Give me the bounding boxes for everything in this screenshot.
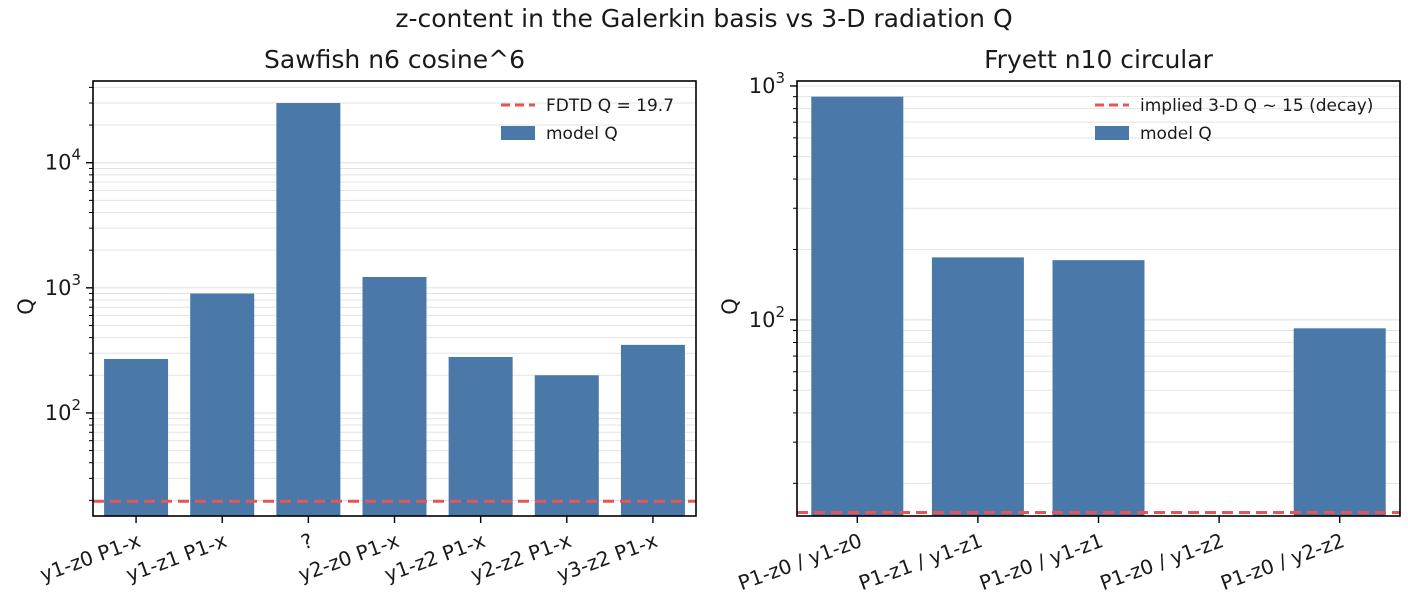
legend-bar-key: [1095, 126, 1129, 140]
bar-1: [190, 293, 255, 516]
y-tick-label: 104: [45, 146, 81, 175]
legend: FDTD Q = 19.7 model Q: [501, 96, 674, 144]
x-tick-label: ?: [298, 528, 316, 554]
bar-2: [276, 103, 341, 516]
x-tick-label: y1-z1 P1-x: [123, 528, 230, 587]
bar-1: [931, 257, 1024, 516]
y-axis-label: Q: [14, 298, 38, 315]
chart-title: Fryett n10 circular: [984, 45, 1213, 74]
y-tick-label: 103: [45, 271, 81, 300]
bar-4: [448, 356, 513, 516]
legend-series-label: model Q: [546, 124, 618, 144]
x-tick-label: y3-z2 P1-x: [554, 528, 661, 587]
legend-reference-label: FDTD Q = 19.7: [546, 96, 674, 116]
chart-title: Sawfish n6 cosine^6: [264, 45, 525, 74]
y-axis-label: Q: [718, 298, 742, 315]
bar-0: [811, 96, 904, 516]
x-tick-label: P1-z0 / y1-z1: [976, 528, 1106, 595]
bar-2: [1052, 260, 1145, 516]
bars: [811, 96, 1386, 516]
legend-series-label: model Q: [1140, 124, 1212, 144]
x-tick-label: P1-z0 / y2-z2: [1217, 528, 1347, 595]
bar-0: [104, 358, 169, 516]
bars: [104, 103, 685, 516]
bar-5: [534, 375, 599, 516]
x-tick-label: P1-z0 / y1-z0: [735, 528, 865, 595]
y-tick-label: 103: [749, 69, 785, 98]
x-tick-label: P1-z0 / y1-z2: [1097, 528, 1227, 595]
bar-4: [1293, 328, 1386, 516]
legend-bar-key: [501, 126, 535, 140]
bar-6: [620, 344, 685, 516]
legend: implied 3-D Q ~ 15 (decay) model Q: [1095, 96, 1373, 144]
y-tick-label: 102: [45, 396, 81, 425]
x-tick-label: P1-z1 / y1-z1: [856, 528, 986, 595]
y-tick-label: 102: [749, 303, 785, 332]
figure-suptitle: z-content in the Galerkin basis vs 3-D r…: [395, 4, 1012, 33]
bar-3: [362, 277, 427, 516]
legend-reference-label: implied 3-D Q ~ 15 (decay): [1140, 96, 1373, 116]
